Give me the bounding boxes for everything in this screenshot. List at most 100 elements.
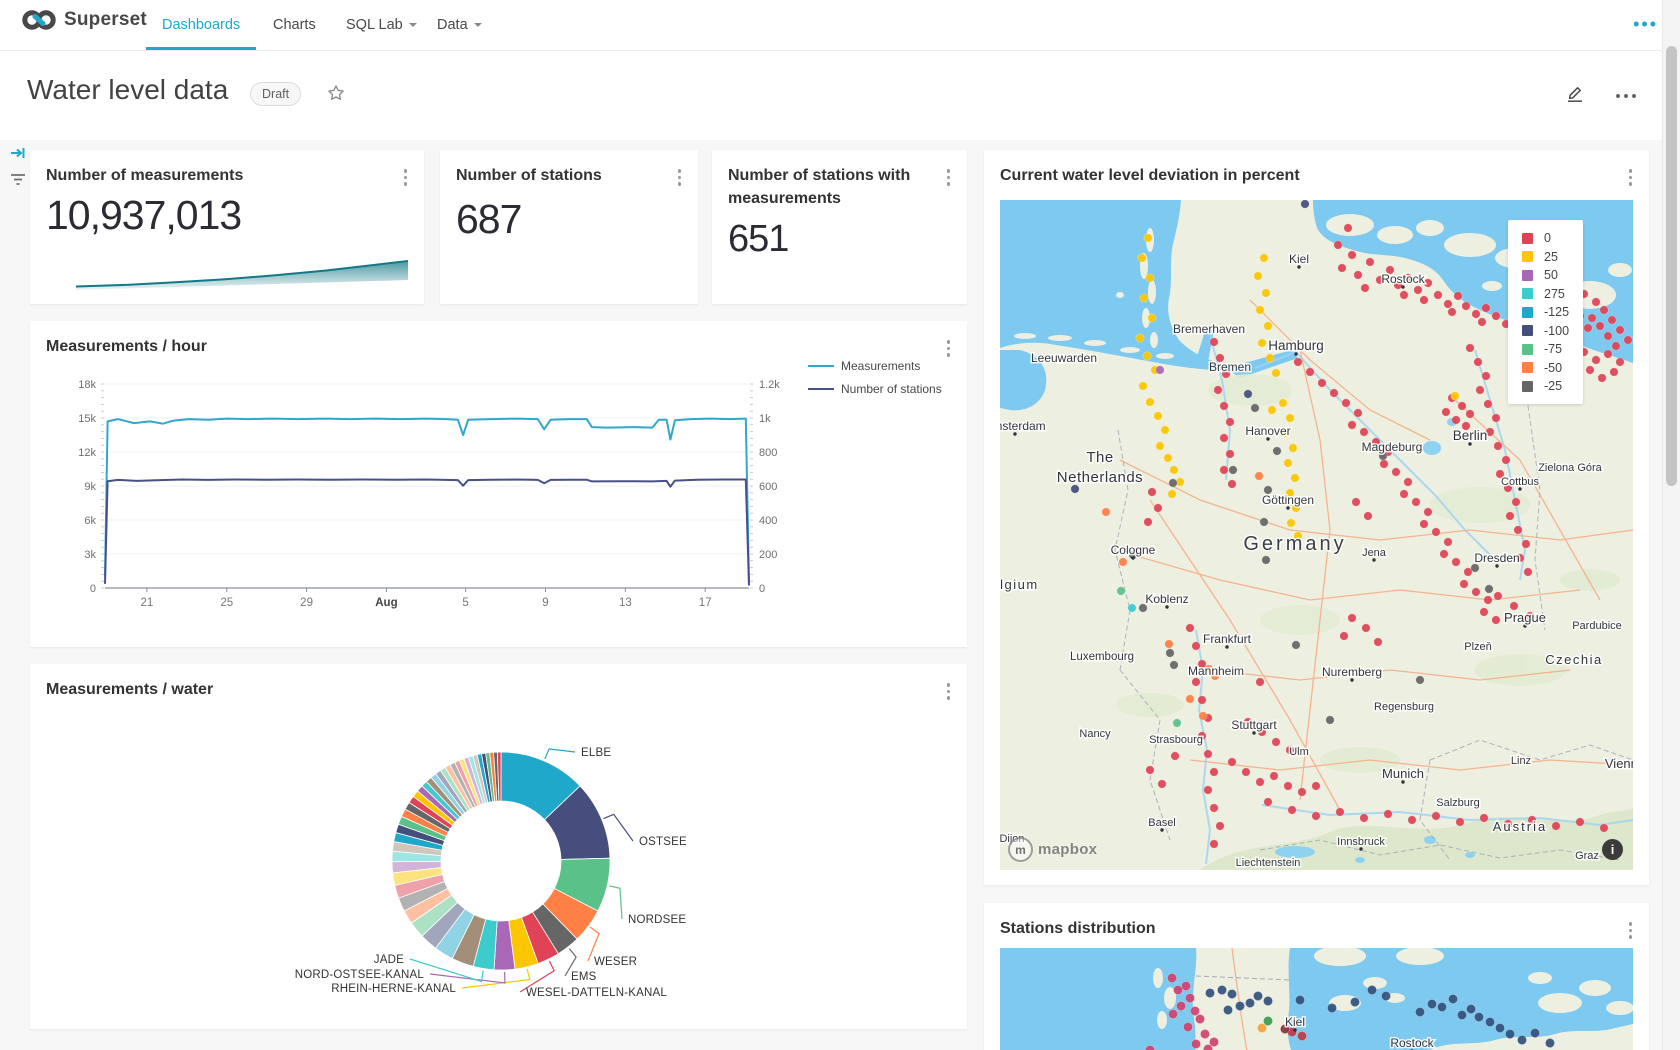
map-city-label: Czechia [1545,652,1602,667]
legend-color-swatch [1522,269,1533,281]
map-city-label: Cologne [1111,543,1156,557]
edit-pencil-icon[interactable] [1564,82,1586,109]
map-city-label: Linz [1511,755,1531,767]
svg-text:6k: 6k [84,515,96,527]
card-title: Number of stations with measurements [728,167,911,207]
pie-callout-label: OSTSEE [639,836,687,848]
svg-text:1.2k: 1.2k [759,379,780,391]
chart-options-icon[interactable] [944,166,954,189]
map-city-label: Dresden [1474,551,1519,565]
map-city-label: Koblenz [1145,592,1188,606]
map-legend-item: 0 [1522,231,1569,245]
card-measurements-per-hour: Measurements / hour 18k 1.2k 15k 1k 12k 800 9k… [30,321,967,647]
legend-color-swatch [1522,288,1533,299]
map-city-label: Innsbruck [1337,836,1385,848]
top-navbar: Superset Dashboards Charts SQL Lab Data … [0,0,1680,51]
legend-label: Measurements [841,359,921,373]
card-title: Current water level deviation in percent [1000,167,1300,184]
legend-label: -125 [1544,305,1570,319]
legend-color-swatch [1522,306,1533,318]
card-title: Number of measurements [46,167,244,184]
distribution-map[interactable]: Kiel Rostock [1000,948,1633,1050]
trendline-sparkline [76,260,408,290]
svg-text:600: 600 [759,481,777,493]
card-stations-distribution: Stations distribution [984,903,1649,1050]
big-number-value: 10,937,013 [46,192,242,238]
map-city-label: Rostock [1390,1036,1434,1050]
map-legend-item: 50 [1522,268,1569,282]
map-city-label: The [1086,449,1113,466]
card-title: Measurements / hour [46,338,207,355]
pie-callout-label: ELBE [581,747,611,759]
map-city-label: Vienna [1605,756,1633,771]
map-city-label: Belgium [1000,577,1039,592]
svg-text:21: 21 [140,597,153,609]
legend-label: 50 [1544,268,1558,282]
legend-label: -50 [1544,360,1563,375]
svg-text:0: 0 [759,583,765,595]
legend-line-swatch [808,388,834,390]
map-city-label: Nancy [1079,728,1111,740]
map-city-label: Berlin [1453,428,1488,443]
nav-charts[interactable]: Charts [273,17,316,33]
legend-label: 275 [1544,286,1565,301]
map-city-label: Liechtenstein [1236,857,1301,869]
mapbox-attribution[interactable]: m mapbox [1008,837,1097,862]
scrollbar-thumb[interactable] [1666,46,1677,486]
map-city-label: Nuremberg [1322,665,1382,679]
nav-overflow-icon[interactable]: ••• [1633,14,1658,34]
map-city-label: Bremerhaven [1173,322,1245,336]
deviation-map[interactable]: Kiel Rostock Bremerhaven Hamburg Bremen Leeuw… [1000,200,1633,870]
favorite-star-icon[interactable] [326,83,346,108]
card-number-of-measurements: Number of measurements 10,937,013 [30,150,424,304]
chart-options-icon[interactable] [944,680,954,703]
map-info-icon[interactable]: i [1602,839,1623,860]
map-data-layer: Kiel Rostock [1145,973,1555,1050]
pie-callout-label: NORD-OSTSEE-KANAL [295,969,425,981]
dashboard-menu-icon[interactable] [1612,90,1640,102]
svg-text:25: 25 [220,597,233,609]
map-city-label: Strasbourg [1149,734,1203,746]
svg-text:29: 29 [300,597,313,609]
map-city-label: Stuttgart [1231,718,1277,732]
map-city-label: Regensburg [1374,701,1434,713]
line-chart[interactable]: 18k 1.2k 15k 1k 12k 800 9k 600 6k 400 3k 200 0 0 21 25 2… [30,321,967,647]
map-city-label: Prague [1504,610,1546,625]
chart-options-icon[interactable] [675,166,685,189]
map-legend-item: -125 [1522,305,1569,319]
nav-sql-lab[interactable]: SQL Lab [346,0,417,50]
donut-chart[interactable]: ELBE OSTSEE NORDSEE WESER EMS WESEL-DATTELN-K… [30,664,967,1029]
chart-options-icon[interactable] [1626,166,1636,189]
svg-text:Aug: Aug [375,597,397,609]
card-title: Measurements / water [46,681,214,698]
pie-callout-label: WESEL-DATTELN-KANAL [526,987,667,999]
map-city-label: Hanover [1245,424,1290,438]
map-data-layer: Kiel Rostock Bremerhaven Hamburg Bremen Leeuw… [1000,200,1633,870]
expand-filter-bar-icon[interactable] [9,144,27,167]
chart-options-icon[interactable] [944,337,954,360]
legend-item[interactable]: Number of stations [808,382,942,396]
map-city-label: Frankfurt [1203,632,1252,646]
chart-legend: Measurements Number of stations [808,359,942,396]
svg-text:17: 17 [699,597,712,609]
chevron-down-icon [408,23,417,28]
page-scrollbar [1662,0,1680,1050]
nav-dashboards[interactable]: Dashboards [162,17,241,33]
card-water-level-deviation-map: Current water level deviation in percent [984,150,1649,885]
card-stations-with-measurements: Number of stations with measurements 651 [712,150,967,304]
card-title: Stations distribution [1000,920,1156,937]
legend-color-swatch [1522,325,1533,336]
brand-name: Superset [64,9,147,30]
page-title: Water level data [27,74,229,105]
superset-logo[interactable]: Superset [22,8,147,32]
legend-item[interactable]: Measurements [808,359,942,373]
nav-data[interactable]: Data [437,0,482,50]
svg-text:5: 5 [462,597,468,609]
legend-color-swatch [1522,343,1533,355]
map-legend-item: 275 [1522,287,1569,301]
chart-options-icon[interactable] [1626,919,1636,942]
chart-options-icon[interactable] [401,166,411,189]
pie-callout-label: JADE [374,954,404,966]
active-tab-underline [146,47,256,50]
filter-icon[interactable] [9,170,27,193]
